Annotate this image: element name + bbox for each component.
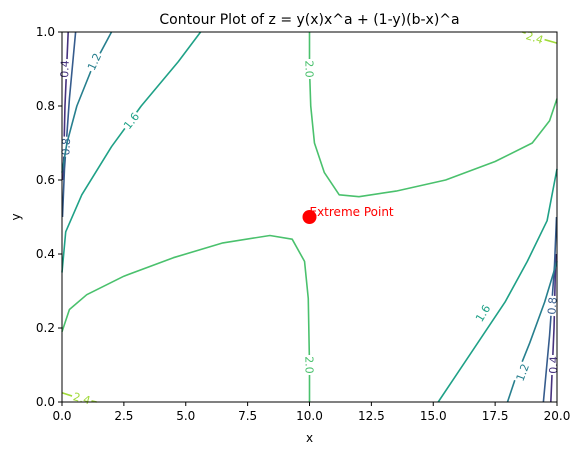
contour-label-background xyxy=(512,360,533,385)
annotations-layer: Extreme Point xyxy=(302,205,394,224)
x-axis-label: x xyxy=(306,431,313,445)
contour-label-background xyxy=(523,27,547,48)
contour-label-background xyxy=(119,108,143,133)
contour-label: 0.4 xyxy=(547,356,561,374)
contour-label: 2.0 xyxy=(302,60,315,78)
contour-label: 2.4 xyxy=(72,390,92,407)
contour-label-background xyxy=(70,388,94,408)
extreme-point-marker xyxy=(302,210,317,224)
contour-label: 0.8 xyxy=(545,297,559,315)
contour-line-1-6 xyxy=(61,31,202,273)
contour-line-2-0 xyxy=(61,234,311,402)
y-tick-label: 0.8 xyxy=(36,99,55,113)
x-tick-label: 17.5 xyxy=(482,409,509,423)
y-axis-label: y xyxy=(9,213,23,220)
contour-label-background xyxy=(302,354,317,376)
contour-label-background xyxy=(57,58,72,80)
x-axis-ticks: 0.0 2.5 5.0 7.5 10.0 12.5 15.0 17.5 20.0 xyxy=(52,402,570,423)
contour-line-1-2 xyxy=(506,261,558,403)
x-tick-label: 2.5 xyxy=(114,409,133,423)
contour-lines: 0.40.40.80.81.21.21.61.62.02.02.42.4 xyxy=(57,27,561,408)
y-tick-label: 0.2 xyxy=(36,321,55,335)
contour-label-background xyxy=(544,295,560,317)
contour-label: 1.6 xyxy=(473,303,493,325)
extreme-point-label: Extreme Point xyxy=(310,205,394,219)
y-tick-label: 1.0 xyxy=(36,25,55,39)
x-tick-label: 10.0 xyxy=(296,409,323,423)
y-axis-ticks: 0.0 0.2 0.4 0.6 0.8 1.0 xyxy=(36,25,62,409)
contour-line-1-6 xyxy=(437,168,558,403)
contour-label: 2.0 xyxy=(302,356,315,374)
y-tick-label: 0.4 xyxy=(36,247,55,261)
chart-title: Contour Plot of z = y(x)x^a + (1-y)(b-x)… xyxy=(159,12,459,28)
contour-label: 0.4 xyxy=(58,60,72,78)
x-tick-label: 12.5 xyxy=(358,409,385,423)
contour-label-background xyxy=(471,301,494,326)
y-tick-label: 0.0 xyxy=(36,395,55,409)
contour-line-0-4 xyxy=(550,253,557,403)
x-tick-label: 20.0 xyxy=(544,409,571,423)
x-tick-label: 5.0 xyxy=(176,409,195,423)
contour-label: 2.4 xyxy=(524,29,545,47)
contour-line-0-8 xyxy=(61,31,77,218)
x-tick-label: 0.0 xyxy=(52,409,71,423)
contour-label-background xyxy=(302,58,317,80)
y-tick-label: 0.6 xyxy=(36,173,55,187)
contour-label: 1.2 xyxy=(514,362,532,383)
contour-label-background xyxy=(83,49,105,74)
x-tick-label: 15.0 xyxy=(420,409,447,423)
contour-line-2-0 xyxy=(308,32,558,198)
x-tick-label: 7.5 xyxy=(238,409,257,423)
